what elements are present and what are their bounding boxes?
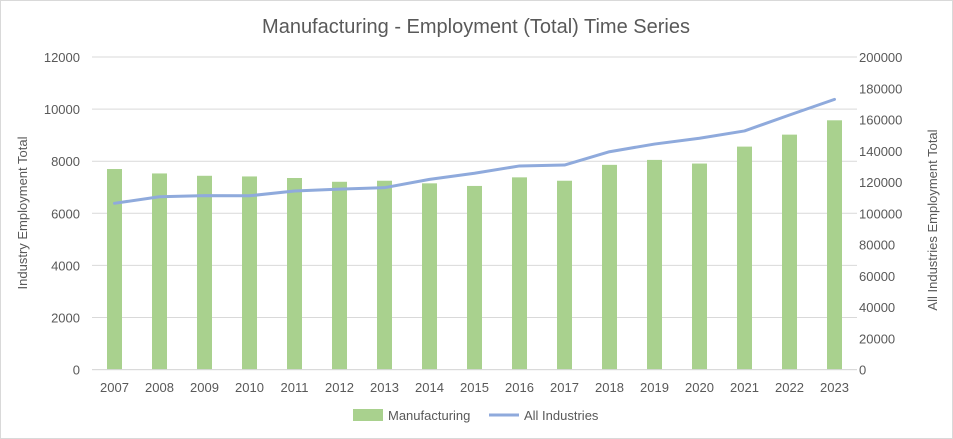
- y-tick-label: 2000: [51, 311, 80, 326]
- bar-series: [107, 120, 842, 370]
- bar-manufacturing-2016: [512, 177, 527, 370]
- y2-tick-label: 0: [859, 363, 866, 378]
- bar-manufacturing-2007: [107, 169, 122, 370]
- chart-title: Manufacturing - Employment (Total) Time …: [262, 16, 690, 38]
- legend: Manufacturing All Industries: [353, 408, 599, 423]
- y-axis-right: 0 20000 40000 60000 80000 100000 120000 140000 1…: [859, 50, 902, 378]
- x-tick-label: 2020: [685, 380, 714, 395]
- x-tick-label: 2011: [281, 380, 309, 395]
- legend-swatch-manufacturing: [353, 409, 383, 421]
- bar-manufacturing-2012: [332, 181, 347, 370]
- x-tick-label: 2014: [415, 380, 444, 395]
- x-tick-label: 2022: [775, 380, 804, 395]
- x-tick-label: 2015: [460, 380, 489, 395]
- y2-tick-label: 140000: [859, 144, 902, 159]
- y2-tick-label: 60000: [859, 269, 895, 284]
- y-tick-label: 10000: [44, 102, 80, 117]
- bar-manufacturing-2013: [377, 180, 392, 370]
- y-tick-label: 8000: [51, 154, 80, 169]
- bar-manufacturing-2021: [737, 146, 752, 370]
- y2-tick-label: 40000: [859, 300, 895, 315]
- bar-manufacturing-2020: [692, 163, 707, 370]
- y-axis-left: 0 2000 4000 6000 8000 10000 12000: [44, 50, 80, 378]
- x-tick-label: 2021: [730, 380, 759, 395]
- x-tick-label: 2010: [235, 380, 264, 395]
- legend-label-all-industries: All Industries: [524, 408, 599, 423]
- x-tick-label: 2016: [505, 380, 534, 395]
- x-tick-label: 2007: [100, 380, 129, 395]
- y2-tick-label: 160000: [859, 113, 902, 128]
- bar-manufacturing-2010: [242, 176, 257, 370]
- line-series: [113, 97, 836, 205]
- bar-manufacturing-2019: [647, 159, 662, 370]
- bar-manufacturing-2014: [422, 183, 437, 370]
- x-axis: 2007 2008 2009 2010 2011 2012 2013 2014 2015 2016…: [92, 369, 857, 395]
- y-tick-label: 0: [73, 363, 80, 378]
- y2-tick-label: 200000: [859, 50, 902, 65]
- bar-manufacturing-2009: [197, 175, 212, 370]
- bar-manufacturing-2008: [152, 173, 167, 370]
- y-tick-label: 4000: [51, 258, 80, 273]
- legend-label-manufacturing: Manufacturing: [388, 408, 470, 423]
- bar-manufacturing-2022: [782, 134, 797, 370]
- x-tick-label: 2019: [640, 380, 669, 395]
- y2-tick-label: 100000: [859, 206, 902, 221]
- x-tick-label: 2012: [325, 380, 354, 395]
- y2-tick-label: 180000: [859, 81, 902, 96]
- y2-tick-label: 80000: [859, 238, 895, 253]
- x-tick-label: 2018: [595, 380, 624, 395]
- y-tick-label: 12000: [44, 50, 80, 65]
- y2-tick-label: 20000: [859, 331, 895, 346]
- bar-manufacturing-2023: [827, 120, 842, 370]
- x-tick-label: 2013: [370, 380, 399, 395]
- bar-manufacturing-2011: [287, 178, 302, 370]
- x-tick-label: 2023: [820, 380, 849, 395]
- y-axis-label: Industry Employment Total: [15, 136, 30, 289]
- x-tick-label: 2008: [145, 380, 174, 395]
- bar-manufacturing-2015: [467, 185, 482, 370]
- y-tick-label: 6000: [51, 206, 80, 221]
- y2-tick-label: 120000: [859, 175, 902, 190]
- x-tick-label: 2009: [190, 380, 219, 395]
- y2-axis-label: All Industries Employment Total: [925, 129, 940, 310]
- bar-manufacturing-2018: [602, 164, 617, 370]
- x-tick-label: 2017: [550, 380, 579, 395]
- bar-manufacturing-2017: [557, 180, 572, 370]
